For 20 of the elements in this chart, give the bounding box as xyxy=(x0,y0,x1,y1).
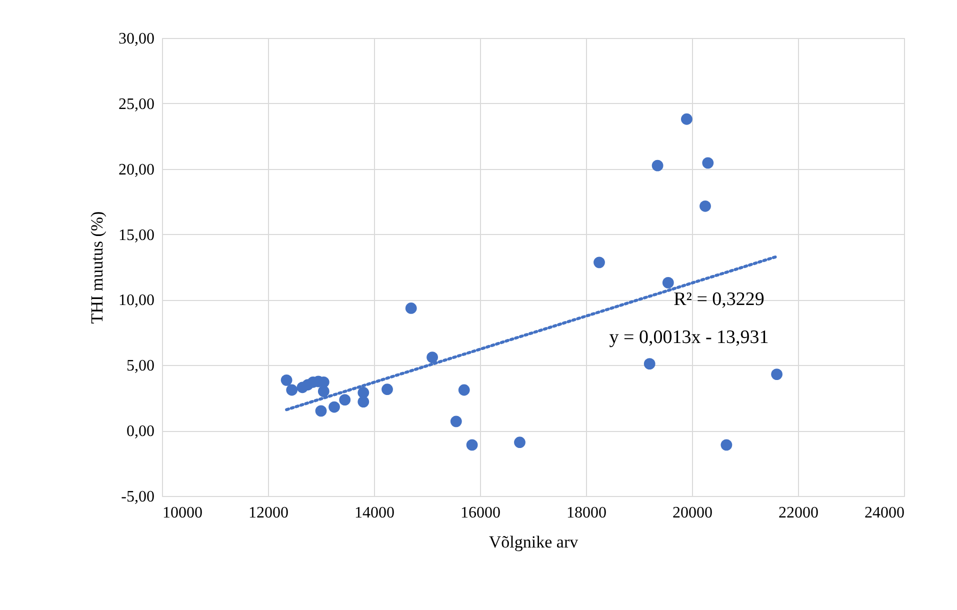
x-tick-label: 22000 xyxy=(778,504,818,522)
x-tick-label: 10000 xyxy=(162,504,202,522)
y-tick-label: 25,00 xyxy=(118,96,154,113)
x-tick-label: 14000 xyxy=(354,504,394,522)
y-tick-label: 5,00 xyxy=(126,358,154,375)
y-tick-label: -5,00 xyxy=(121,488,154,506)
x-axis-title: Võlgnike arv xyxy=(488,532,579,552)
y-tick-label: 0,00 xyxy=(126,423,154,440)
x-tick-label: 24000 xyxy=(864,504,904,522)
x-tick-label: 12000 xyxy=(248,504,288,522)
y-tick-label: 30,00 xyxy=(118,30,154,48)
x-tick-label: 16000 xyxy=(460,504,500,522)
y-tick-label: 20,00 xyxy=(118,161,154,178)
y-tick-label: 10,00 xyxy=(118,292,154,310)
y-tick-label: 15,00 xyxy=(118,226,154,244)
x-tick-label: 18000 xyxy=(566,504,606,522)
x-tick-label: 20000 xyxy=(672,504,712,522)
y-axis-title: THI muutus (%) xyxy=(88,211,106,324)
annotation: y = 0,0013x - 13,931 xyxy=(609,327,769,348)
annotation: R² = 0,3229 xyxy=(674,289,764,310)
